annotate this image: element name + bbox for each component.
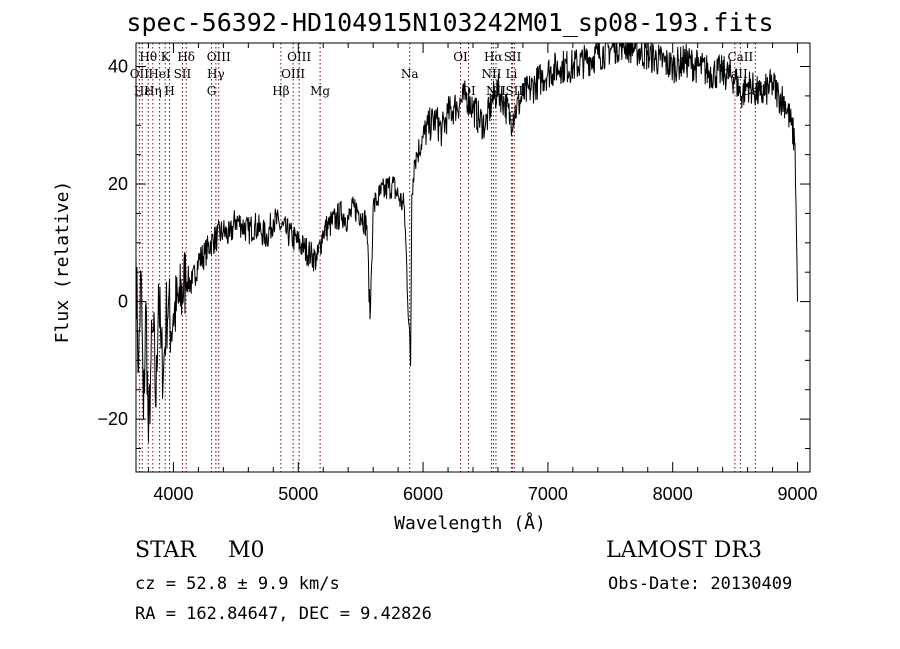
x-tick-label: 5000 [278, 484, 318, 504]
line-marker-label: Na [401, 67, 419, 81]
line-marker-label: Hβ [272, 84, 289, 98]
line-marker-group [138, 43, 756, 472]
redshift-readout: cz = 52.8 ± 9.9 km/s [135, 574, 340, 594]
line-marker-label: SII [504, 50, 522, 64]
line-marker-label: NII [481, 67, 501, 81]
x-tick-label: 6000 [403, 484, 443, 504]
line-marker-label: Hγ [207, 67, 225, 81]
line-marker-label: CaII [742, 84, 768, 98]
line-marker-label: NII [486, 84, 506, 98]
line-marker-label: OIII [281, 67, 305, 81]
y-tick-label: 20 [108, 174, 128, 194]
x-tick-label: 4000 [153, 484, 193, 504]
line-marker-label: CaII [722, 67, 748, 81]
line-marker-label: OI [453, 50, 468, 64]
x-tick-label: 9000 [777, 484, 817, 504]
line-marker-label: Hδ [177, 50, 195, 64]
line-marker-label: H [164, 84, 174, 98]
line-marker-label: OI [461, 84, 476, 98]
object-class: STAR M0 [135, 538, 265, 563]
y-tick-label: 40 [108, 57, 128, 77]
x-axis-label: Wavelength (Å) [394, 512, 546, 534]
axis-ticks: 4000 5000 6000 7000 8000 9000 −20 0 20 40 [97, 43, 818, 504]
chart-title: spec-56392-HD104915N103242M01_sp08-193.f… [126, 8, 774, 37]
line-marker-label: SII [505, 84, 523, 98]
line-marker-label: HeI [148, 67, 171, 81]
line-marker-label: Hθ [139, 50, 157, 64]
flux-series-line [135, 42, 798, 443]
line-marker-label: OIII [207, 50, 231, 64]
x-tick-label: 8000 [653, 484, 693, 504]
line-marker-label: Mg [310, 84, 330, 98]
line-marker-label: Li [506, 67, 518, 81]
line-marker-label: Hε [134, 84, 151, 98]
x-tick-label: 7000 [528, 484, 568, 504]
line-marker-label: G [207, 84, 217, 98]
obs-date: Obs-Date: 20130409 [608, 574, 793, 594]
line-marker-label: K [161, 50, 171, 64]
coordinates-readout: RA = 162.84647, DEC = 9.42826 [135, 604, 432, 624]
line-marker-label: CaII [727, 50, 753, 64]
subclass-label: M0 [228, 538, 265, 563]
y-tick-label: −20 [97, 409, 128, 429]
y-axis-label: Flux (relative) [52, 181, 73, 344]
line-marker-label: SII [174, 67, 192, 81]
line-marker-label: OIII [287, 50, 311, 64]
class-label: STAR [135, 538, 196, 563]
survey-name: LAMOST DR3 [606, 538, 762, 563]
line-marker-label: OII [130, 67, 150, 81]
y-tick-label: 0 [118, 292, 128, 312]
line-marker-label: Hα [484, 50, 503, 64]
line-marker-label: Hη [144, 84, 162, 98]
